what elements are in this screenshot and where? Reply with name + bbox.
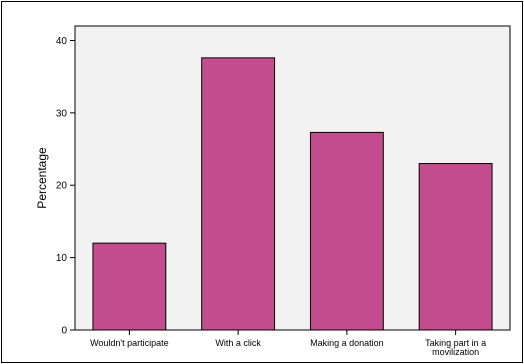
x-tick-label: With a click <box>215 338 261 348</box>
y-tick-label: 20 <box>56 181 68 192</box>
bars-group <box>92 57 493 331</box>
bar <box>418 163 493 331</box>
y-axis: 0 10 20 30 40 <box>56 36 75 337</box>
bar <box>201 57 276 331</box>
y-tick-label: 40 <box>56 36 68 47</box>
y-tick-label: 30 <box>56 108 68 119</box>
x-tick-label: Wouldn't participate <box>90 338 169 348</box>
bar <box>92 242 167 331</box>
y-axis-title: Percentage <box>35 147 49 209</box>
x-tick-label: Taking part in a movilization <box>425 338 486 357</box>
y-tick-label: 10 <box>56 253 68 264</box>
bar <box>309 131 384 331</box>
x-tick-label: Making a donation <box>310 338 384 348</box>
x-axis: Wouldn't participate With a click Making a… <box>90 330 486 357</box>
y-tick-label: 0 <box>61 326 67 337</box>
